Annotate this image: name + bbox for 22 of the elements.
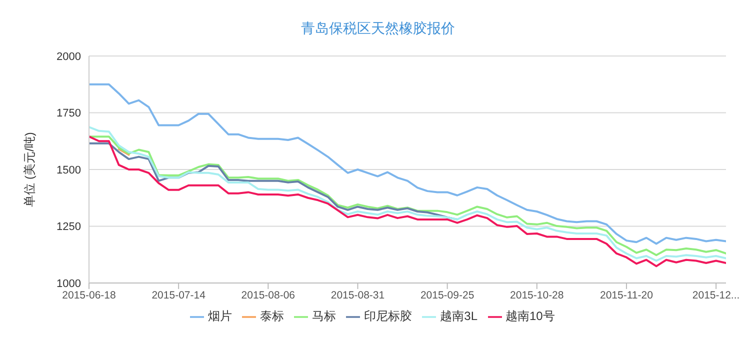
legend-label: 烟片 [208,309,232,323]
y-tick-label: 1500 [56,164,81,176]
x-tick-label: 2015-09-25 [420,289,474,302]
chart-title: 青岛保税区天然橡胶报价 [300,20,456,38]
legend-label: 马标 [312,309,336,323]
y-axis-title: 单位 (美元/吨) [22,132,36,207]
line-series [89,83,726,245]
x-tick-label: 2015-08-06 [241,289,296,302]
y-tick-label: 1250 [56,221,81,234]
y-tick-label: 1000 [56,278,81,290]
y-tick-label: 2000 [56,50,81,63]
x-tick-label: 2015-10-28 [510,289,564,302]
legend-label: 印尼标胶 [364,309,412,323]
legend-label: 泰标 [260,309,284,323]
x-tick-label: 2015-12... [692,289,740,302]
x-tick-label: 2015-11-20 [600,289,654,302]
legend-label: 越南10号 [506,309,555,323]
x-tick-label: 2015-06-18 [62,289,116,302]
y-tick-label: 1750 [56,108,81,120]
x-tick-label: 2015-08-31 [330,289,385,302]
legend-label: 越南3L [440,309,478,323]
x-tick-label: 2015-07-14 [152,289,206,302]
